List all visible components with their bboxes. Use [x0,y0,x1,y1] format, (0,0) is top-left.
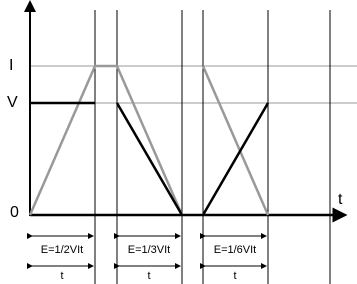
voltage-curves [30,101,270,216]
current-curves [28,64,270,216]
time-label: t [338,191,343,208]
energy-label: E=1/3VIt [128,244,171,256]
guide-lines [30,10,357,284]
voltage-label: V [7,94,18,111]
energy-label: E=1/6VIt [214,244,257,256]
axes [24,0,348,223]
energy-label: E=1/2VIt [41,244,84,256]
brackets [27,233,267,269]
duration-label: t [60,270,63,282]
duration-label: t [233,270,236,282]
origin-label: 0 [10,204,19,221]
current-label: I [9,57,13,74]
duration-label: t [147,270,150,282]
